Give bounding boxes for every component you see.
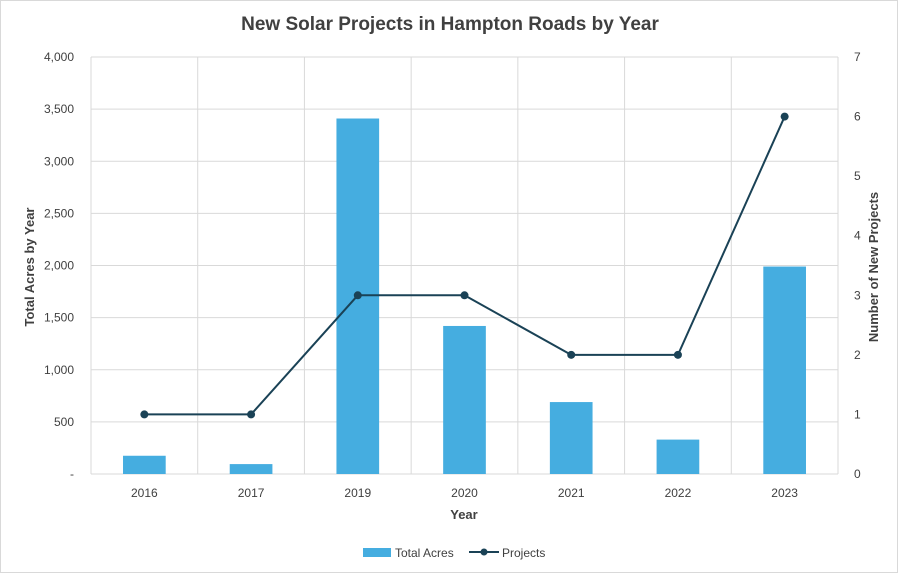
- bar-total-acres-2021: [549, 402, 593, 474]
- point-projects-2020: [460, 291, 469, 300]
- y-tick-label: 2,500: [44, 206, 74, 220]
- line-series: [140, 112, 789, 419]
- y-tick-label: 4,000: [44, 50, 74, 64]
- x-tick-label: 2023: [771, 486, 798, 500]
- y-tick-label: 3,500: [44, 102, 74, 116]
- y2-axis-title: Number of New Projects: [866, 192, 881, 342]
- y-tick-label: 2,000: [44, 259, 74, 273]
- y-tick-label: 1,000: [44, 363, 74, 377]
- x-tick-label: 2022: [665, 486, 692, 500]
- y2-tick-label: 5: [854, 169, 861, 183]
- legend-label-total-acres: Total Acres: [395, 546, 454, 560]
- y-tick-label: 3,000: [44, 154, 74, 168]
- point-projects-2021: [567, 350, 576, 359]
- bar-total-acres-2016: [123, 455, 166, 474]
- bar-total-acres-2020: [443, 325, 486, 474]
- legend-label-projects: Projects: [502, 546, 545, 560]
- x-tick-label: 2020: [451, 486, 478, 500]
- x-tick-label: 2021: [558, 486, 585, 500]
- chart-title: New Solar Projects in Hampton Roads by Y…: [241, 14, 659, 35]
- point-projects-2016: [140, 410, 149, 419]
- axis-ticks: - 500 1,000 1,500 2,000 2,500 3,000 3,500 4,000 0…: [44, 50, 861, 500]
- point-projects-2023: [780, 112, 789, 121]
- y-tick-label: -: [70, 467, 74, 481]
- gridlines: [90, 56, 839, 475]
- bar-total-acres-2017: [229, 464, 273, 474]
- y2-tick-label: 3: [854, 288, 861, 302]
- y2-tick-label: 7: [854, 50, 861, 64]
- bar-total-acres-2022: [656, 439, 700, 474]
- y2-tick-label: 2: [854, 348, 861, 362]
- x-tick-label: 2019: [344, 486, 371, 500]
- y2-tick-label: 0: [854, 467, 861, 481]
- legend-line-marker: [480, 548, 488, 556]
- x-tick-label: 2017: [238, 486, 265, 500]
- x-axis-title: Year: [450, 507, 477, 522]
- y2-tick-label: 4: [854, 229, 861, 243]
- y-axis-title: Total Acres by Year: [22, 208, 37, 327]
- point-projects-2019: [353, 291, 362, 300]
- y-tick-label: 500: [54, 415, 74, 429]
- point-projects-2022: [673, 350, 682, 359]
- bar-total-acres-2023: [763, 266, 806, 474]
- y-tick-label: 1,500: [44, 311, 74, 325]
- legend: Total Acres Projects: [363, 546, 545, 560]
- y2-tick-label: 6: [854, 110, 861, 124]
- x-tick-label: 2016: [131, 486, 158, 500]
- point-projects-2017: [247, 410, 256, 419]
- y2-tick-label: 1: [854, 407, 861, 421]
- legend-bar-swatch: [363, 548, 391, 557]
